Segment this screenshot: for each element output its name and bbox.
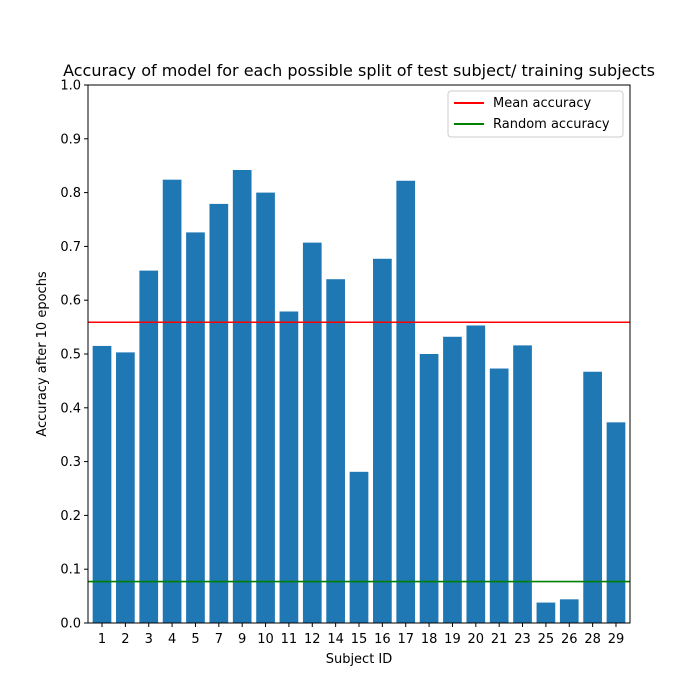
x-tick-label: 21 — [491, 632, 508, 647]
x-tick-label: 18 — [421, 632, 438, 647]
bar-subject-20 — [466, 325, 486, 623]
reference-lines — [88, 321, 630, 583]
bar-subject-11 — [279, 311, 299, 623]
bar-subject-3 — [139, 270, 159, 623]
y-tick-label: 0.2 — [60, 509, 81, 524]
y-tick-label: 0.1 — [60, 563, 81, 578]
y-tick-label: 0.5 — [60, 348, 81, 363]
x-tick-label: 7 — [215, 632, 223, 647]
bar-subject-29 — [606, 422, 626, 623]
x-tick-label: 15 — [351, 632, 368, 647]
x-tick-label: 5 — [191, 632, 199, 647]
y-tick-label: 0.3 — [60, 455, 81, 470]
bar-subject-26 — [559, 599, 579, 623]
x-tick-label: 9 — [238, 632, 246, 647]
bar-subject-9 — [232, 170, 252, 623]
bar-subject-14 — [326, 279, 345, 623]
bar-subject-21 — [489, 368, 509, 623]
x-tick-label: 12 — [304, 632, 321, 647]
bar-subject-5 — [186, 232, 205, 623]
y-tick-label: 1.0 — [60, 79, 81, 94]
x-tick-label: 26 — [561, 632, 578, 647]
x-tick-label: 2 — [121, 632, 129, 647]
legend-label-mean-accuracy: Mean accuracy — [493, 96, 592, 111]
x-axis-ticks: 1 2 3 4 5 7 9 10 11 12 14 15 16 17 18 19 20 21 23 25 26 28 29 — [98, 623, 624, 647]
x-tick-label: 3 — [145, 632, 153, 647]
x-tick-label: 17 — [397, 632, 414, 647]
x-tick-label: 29 — [608, 632, 625, 647]
bar-subject-4 — [162, 179, 182, 623]
legend-label-random-accuracy: Random accuracy — [493, 117, 610, 132]
x-tick-label: 1 — [98, 632, 106, 647]
y-tick-label: 0.8 — [60, 186, 81, 201]
bar-subject-15 — [349, 471, 369, 623]
bar-subject-17 — [396, 180, 416, 623]
legend-box — [447, 90, 624, 138]
x-tick-label: 10 — [257, 632, 274, 647]
x-tick-label: 23 — [514, 632, 531, 647]
x-tick-label: 14 — [327, 632, 344, 647]
y-axis-label: Accuracy after 10 epochs — [35, 271, 50, 437]
bar-subject-2 — [116, 352, 135, 623]
y-axis-ticks: 0.0 0.1 0.2 0.3 0.4 0.5 0.6 0.7 0.8 0.9 1.0 — [60, 79, 88, 632]
bar-subject-18 — [419, 354, 439, 623]
y-tick-label: 0.4 — [60, 401, 81, 416]
y-tick-label: 0.0 — [60, 617, 81, 632]
bar-subject-25 — [536, 602, 556, 623]
x-tick-label: 19 — [444, 632, 461, 647]
bar-subject-19 — [443, 336, 462, 623]
bar-subject-12 — [302, 242, 322, 623]
y-tick-label: 0.6 — [60, 294, 81, 309]
x-tick-label: 20 — [468, 632, 485, 647]
x-tick-label: 28 — [584, 632, 601, 647]
x-tick-label: 16 — [374, 632, 391, 647]
y-tick-label: 0.7 — [60, 240, 81, 255]
bar-subject-10 — [256, 192, 275, 623]
x-axis-label: Subject ID — [326, 652, 393, 667]
y-tick-label: 0.9 — [60, 132, 81, 147]
bar-subject-1 — [92, 345, 112, 623]
x-tick-label: 4 — [168, 632, 176, 647]
bar-subject-16 — [373, 258, 392, 623]
legend: Mean accuracy Random accuracy — [447, 90, 624, 138]
chart-title: Accuracy of model for each possible spli… — [63, 61, 655, 80]
bar-subject-23 — [513, 345, 532, 623]
bars-layer — [92, 170, 626, 623]
bar-subject-7 — [209, 203, 229, 623]
bar-subject-28 — [583, 371, 602, 623]
plot-border — [87, 84, 631, 624]
x-tick-label: 25 — [538, 632, 555, 647]
x-tick-label: 11 — [281, 632, 298, 647]
